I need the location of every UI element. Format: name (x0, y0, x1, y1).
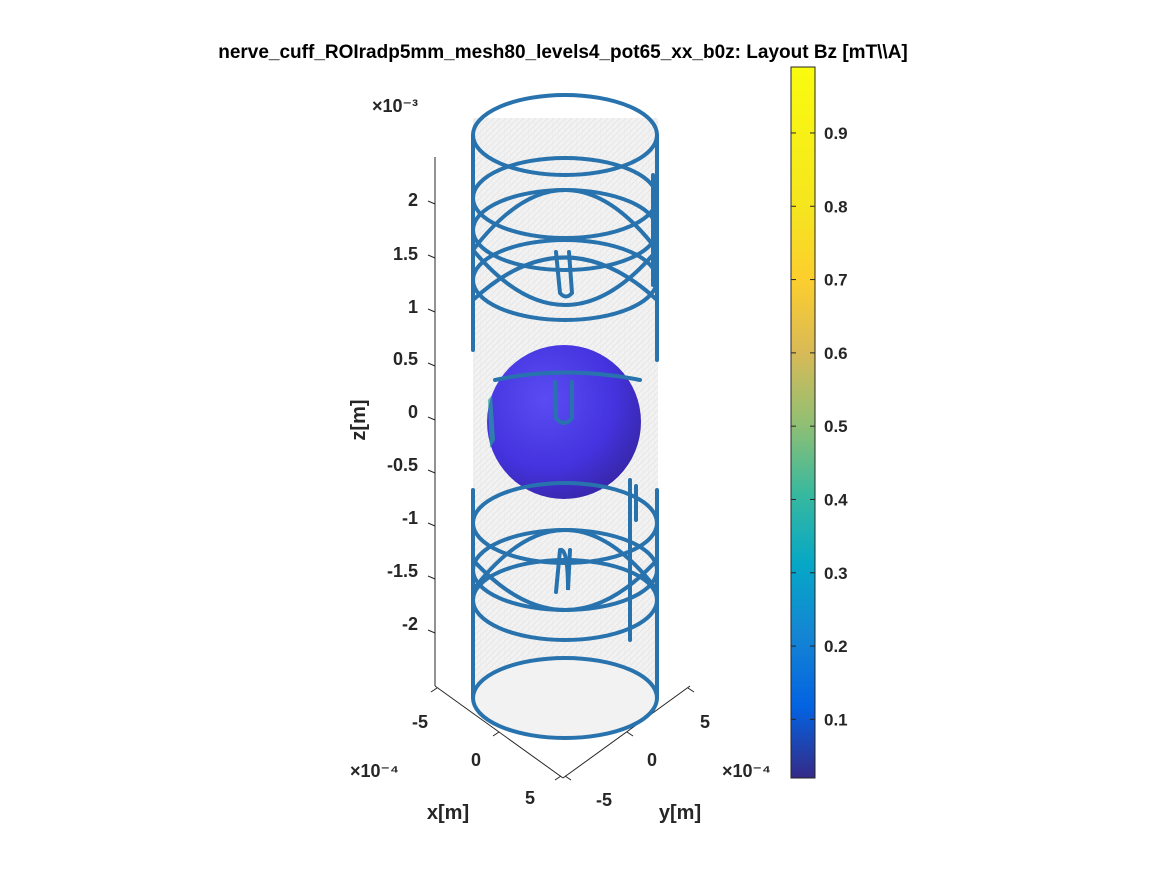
colorbar-tick-label: 0.4 (824, 490, 848, 509)
colorbar-tick-label: 0.7 (824, 271, 848, 290)
z-tick-2: 2 (408, 190, 436, 210)
z-tick-1.5: 1.5 (393, 244, 436, 264)
svg-text:-2: -2 (402, 614, 418, 634)
z-tick--2: -2 (402, 614, 436, 634)
colorbar-tick-label: 0.9 (824, 124, 848, 143)
colorbar-bar (790, 66, 816, 779)
x-tick-5: 5 (525, 775, 562, 808)
colorbar-ticks: 0.1 0.2 0.3 0.4 0.5 0.6 0.7 0.8 0.9 (791, 124, 848, 729)
svg-text:0: 0 (647, 750, 657, 770)
svg-text:0: 0 (408, 402, 418, 422)
svg-text:5: 5 (700, 712, 710, 732)
z-tick--0.5: -0.5 (387, 455, 436, 475)
svg-text:1: 1 (408, 297, 418, 317)
colorbar-tick-label: 0.8 (824, 197, 848, 216)
svg-text:-0.5: -0.5 (387, 455, 418, 475)
z-tick--1.5: -1.5 (387, 561, 436, 581)
colorbar-tick-label: 0.2 (824, 637, 848, 656)
z-axis: 2 1.5 1 0.5 0 -0.5 -1 -1.5 -2 z[m] ×10⁻³ (348, 96, 436, 634)
coil-windings-upper (471, 93, 659, 362)
x-tick-0: 0 (471, 731, 500, 770)
colorbar-tick-label: 0.3 (824, 564, 848, 583)
y-exponent: ×10⁻⁴ (722, 761, 771, 781)
colorbar-tick-label: 0.6 (824, 344, 848, 363)
svg-text:-5: -5 (596, 790, 612, 810)
x-axis: -5 0 5 x[m] ×10⁻⁴ (350, 687, 562, 824)
svg-text:1.5: 1.5 (393, 244, 418, 264)
z-tick-0: 0 (408, 402, 436, 422)
x-tick--5: -5 (412, 687, 438, 732)
z-exponent: ×10⁻³ (372, 96, 418, 116)
z-tick-0.5: 0.5 (393, 349, 436, 369)
svg-text:2: 2 (408, 190, 418, 210)
svg-text:-1: -1 (402, 508, 418, 528)
svg-text:-1.5: -1.5 (387, 561, 418, 581)
svg-text:0: 0 (471, 750, 481, 770)
colorbar-tick-label: 0.1 (824, 710, 848, 729)
x-exponent: ×10⁻⁴ (350, 761, 399, 781)
colorbar-tick-label: 0.5 (824, 417, 848, 436)
y-axis: -5 0 5 y[m] ×10⁻⁴ (564, 687, 771, 824)
svg-text:0.5: 0.5 (393, 349, 418, 369)
y-axis-label: y[m] (659, 802, 701, 824)
coil-windings-lower (471, 478, 659, 740)
svg-text:-5: -5 (412, 712, 428, 732)
roi-sphere (487, 345, 642, 499)
colorbar: 0.1 0.2 0.3 0.4 0.5 0.6 0.7 0.8 0.9 (790, 66, 848, 779)
y-tick-0: 0 (626, 731, 657, 770)
z-axis-label: z[m] (348, 399, 370, 440)
z-tick-1: 1 (408, 297, 436, 317)
svg-text:5: 5 (525, 788, 535, 808)
y-tick-5: 5 (687, 687, 710, 732)
x-axis-label: x[m] (427, 802, 469, 824)
y-tick--5: -5 (564, 775, 612, 810)
z-tick--1: -1 (402, 508, 436, 528)
chart-title: nerve_cuff_ROIradp5mm_mesh80_levels4_pot… (218, 42, 908, 63)
